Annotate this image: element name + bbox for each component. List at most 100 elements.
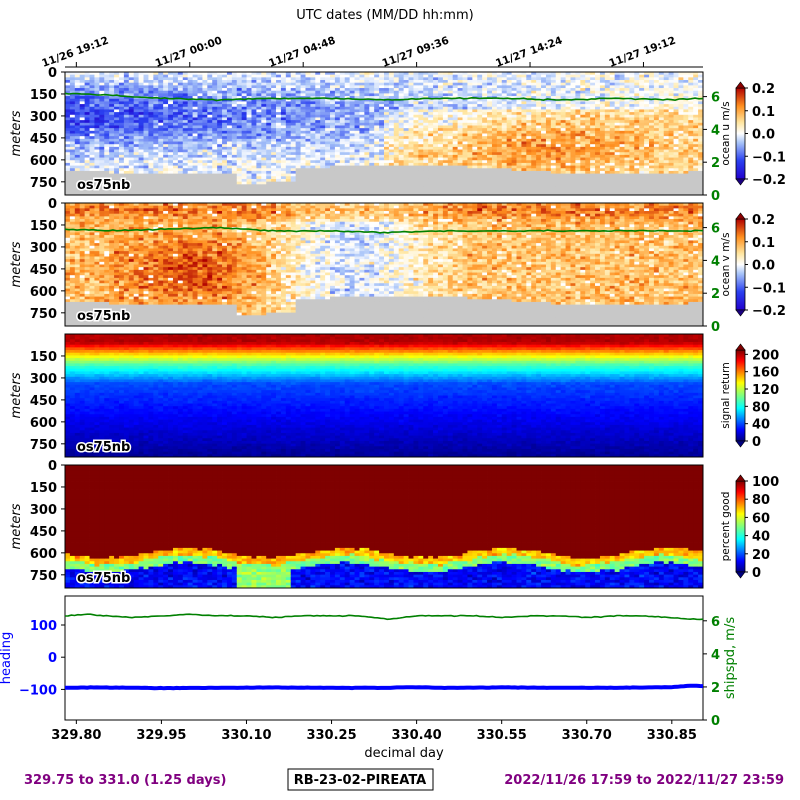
heatmap-cell bbox=[94, 181, 100, 185]
heatmap-cell bbox=[393, 96, 400, 100]
heatmap-cell bbox=[231, 101, 238, 105]
heatmap-cell bbox=[403, 74, 409, 78]
heatmap-cell bbox=[339, 141, 346, 145]
heatmap-cell bbox=[114, 82, 120, 86]
heatmap-cell bbox=[290, 160, 297, 164]
heatmap-cell bbox=[315, 178, 321, 183]
heatmap-cell bbox=[172, 80, 179, 84]
heatmap-cell bbox=[384, 176, 390, 180]
heatmap-cell bbox=[447, 122, 454, 126]
heatmap-cell bbox=[187, 80, 193, 84]
heatmap-cell bbox=[320, 90, 326, 94]
heatmap-cell bbox=[393, 186, 400, 191]
heatmap-cell bbox=[467, 189, 473, 193]
heatmap-cell bbox=[344, 181, 351, 185]
heatmap-cell bbox=[330, 90, 336, 94]
heatmap-cell bbox=[315, 192, 321, 196]
heatmap-cell bbox=[536, 82, 542, 86]
heatmap-cell bbox=[226, 85, 233, 89]
heatmap-cell bbox=[207, 165, 213, 169]
heatmap-cell bbox=[197, 77, 203, 81]
heatmap-cell bbox=[192, 125, 198, 129]
heatmap-cell bbox=[84, 80, 90, 84]
heatmap-cell bbox=[575, 72, 581, 76]
heatmap-cell bbox=[501, 154, 508, 158]
heatmap-cell bbox=[256, 90, 262, 94]
heatmap-cell bbox=[241, 125, 247, 129]
heatmap-cell bbox=[369, 106, 375, 110]
heatmap-cell bbox=[65, 160, 71, 164]
heatmap-cell bbox=[177, 138, 184, 142]
heatmap-cell bbox=[462, 154, 468, 158]
heatmap-cell bbox=[295, 77, 301, 81]
heatmap-cell bbox=[555, 165, 562, 169]
heatmap-cell bbox=[143, 72, 149, 76]
heatmap-cell bbox=[506, 168, 512, 172]
heatmap-cell bbox=[84, 125, 90, 129]
heatmap-cell bbox=[413, 162, 419, 166]
heatmap-cell bbox=[496, 165, 503, 169]
heatmap-cell bbox=[251, 101, 257, 105]
heatmap-cell bbox=[526, 128, 532, 132]
heatmap-cell bbox=[545, 109, 552, 113]
heatmap-cell bbox=[433, 117, 439, 121]
heatmap-cell bbox=[241, 152, 247, 156]
heatmap-cell bbox=[172, 176, 179, 180]
heatmap-cell bbox=[84, 90, 90, 94]
heatmap-cell bbox=[226, 192, 233, 196]
heatmap-cell bbox=[202, 178, 208, 183]
heatmap-cell bbox=[501, 178, 508, 183]
heatmap-cell bbox=[251, 109, 257, 113]
heatmap-cell bbox=[462, 184, 468, 188]
heatmap-cell bbox=[246, 112, 252, 116]
heatmap-cell bbox=[369, 144, 375, 148]
heatmap-cell bbox=[163, 136, 169, 140]
heatmap-cell bbox=[526, 104, 532, 108]
heatmap-cell bbox=[271, 152, 277, 156]
heatmap-cell bbox=[413, 157, 419, 161]
heatmap-cell bbox=[138, 80, 144, 84]
heatmap-cell bbox=[168, 117, 174, 121]
heatmap-cell bbox=[246, 170, 252, 174]
heatmap-cell bbox=[202, 85, 208, 89]
heatmap-cell bbox=[69, 192, 76, 196]
heatmap-cell bbox=[256, 93, 262, 97]
heatmap-cell bbox=[379, 170, 385, 174]
heatmap-cell bbox=[359, 109, 365, 113]
heatmap-cell bbox=[187, 154, 193, 158]
heatmap-cell bbox=[158, 128, 164, 132]
heatmap-cell bbox=[197, 170, 203, 174]
heatmap-cell bbox=[65, 157, 71, 161]
heatmap-cell bbox=[256, 125, 262, 129]
heatmap-cell bbox=[148, 101, 154, 105]
heatmap-cell bbox=[69, 130, 76, 134]
heatmap-cell bbox=[315, 101, 321, 105]
heatmap-cell bbox=[133, 189, 140, 193]
heatmap-cell bbox=[545, 72, 552, 76]
heatmap-cell bbox=[531, 125, 537, 129]
heatmap-cell bbox=[570, 160, 576, 164]
heatmap-cell bbox=[585, 128, 591, 132]
heatmap-cell bbox=[290, 162, 297, 166]
heatmap-cell bbox=[330, 189, 336, 193]
heatmap-cell bbox=[408, 104, 414, 108]
heatmap-cell bbox=[398, 90, 405, 94]
heatmap-cell bbox=[143, 90, 149, 94]
heatmap-cell bbox=[545, 181, 552, 185]
heatmap-cell bbox=[182, 184, 189, 188]
heatmap-cell bbox=[207, 101, 213, 105]
heatmap-cell bbox=[472, 93, 478, 97]
heatmap-cell bbox=[349, 186, 355, 191]
heatmap-cell bbox=[118, 165, 125, 169]
heatmap-cell bbox=[408, 154, 414, 158]
heatmap-cell bbox=[217, 117, 223, 121]
heatmap-cell bbox=[217, 106, 223, 110]
heatmap-cell bbox=[310, 149, 316, 153]
heatmap-cell bbox=[536, 178, 542, 183]
heatmap-cell bbox=[467, 93, 473, 97]
heatmap-cell bbox=[123, 128, 130, 132]
heatmap-cell bbox=[114, 136, 120, 140]
heatmap-cell bbox=[133, 130, 140, 134]
heatmap-cell bbox=[531, 138, 537, 142]
heatmap-cell bbox=[555, 146, 562, 150]
